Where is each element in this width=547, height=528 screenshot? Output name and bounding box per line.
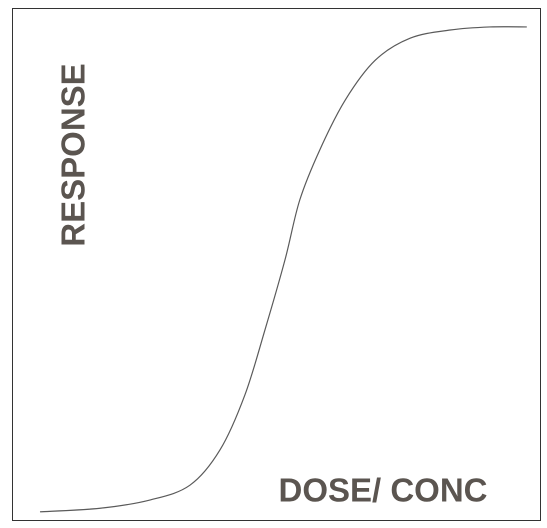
plot-frame: [12, 8, 541, 521]
x-axis-label: DOSE/ CONC: [278, 472, 487, 509]
series-line: [39, 26, 527, 513]
y-axis-label: RESPONSE: [55, 63, 92, 246]
